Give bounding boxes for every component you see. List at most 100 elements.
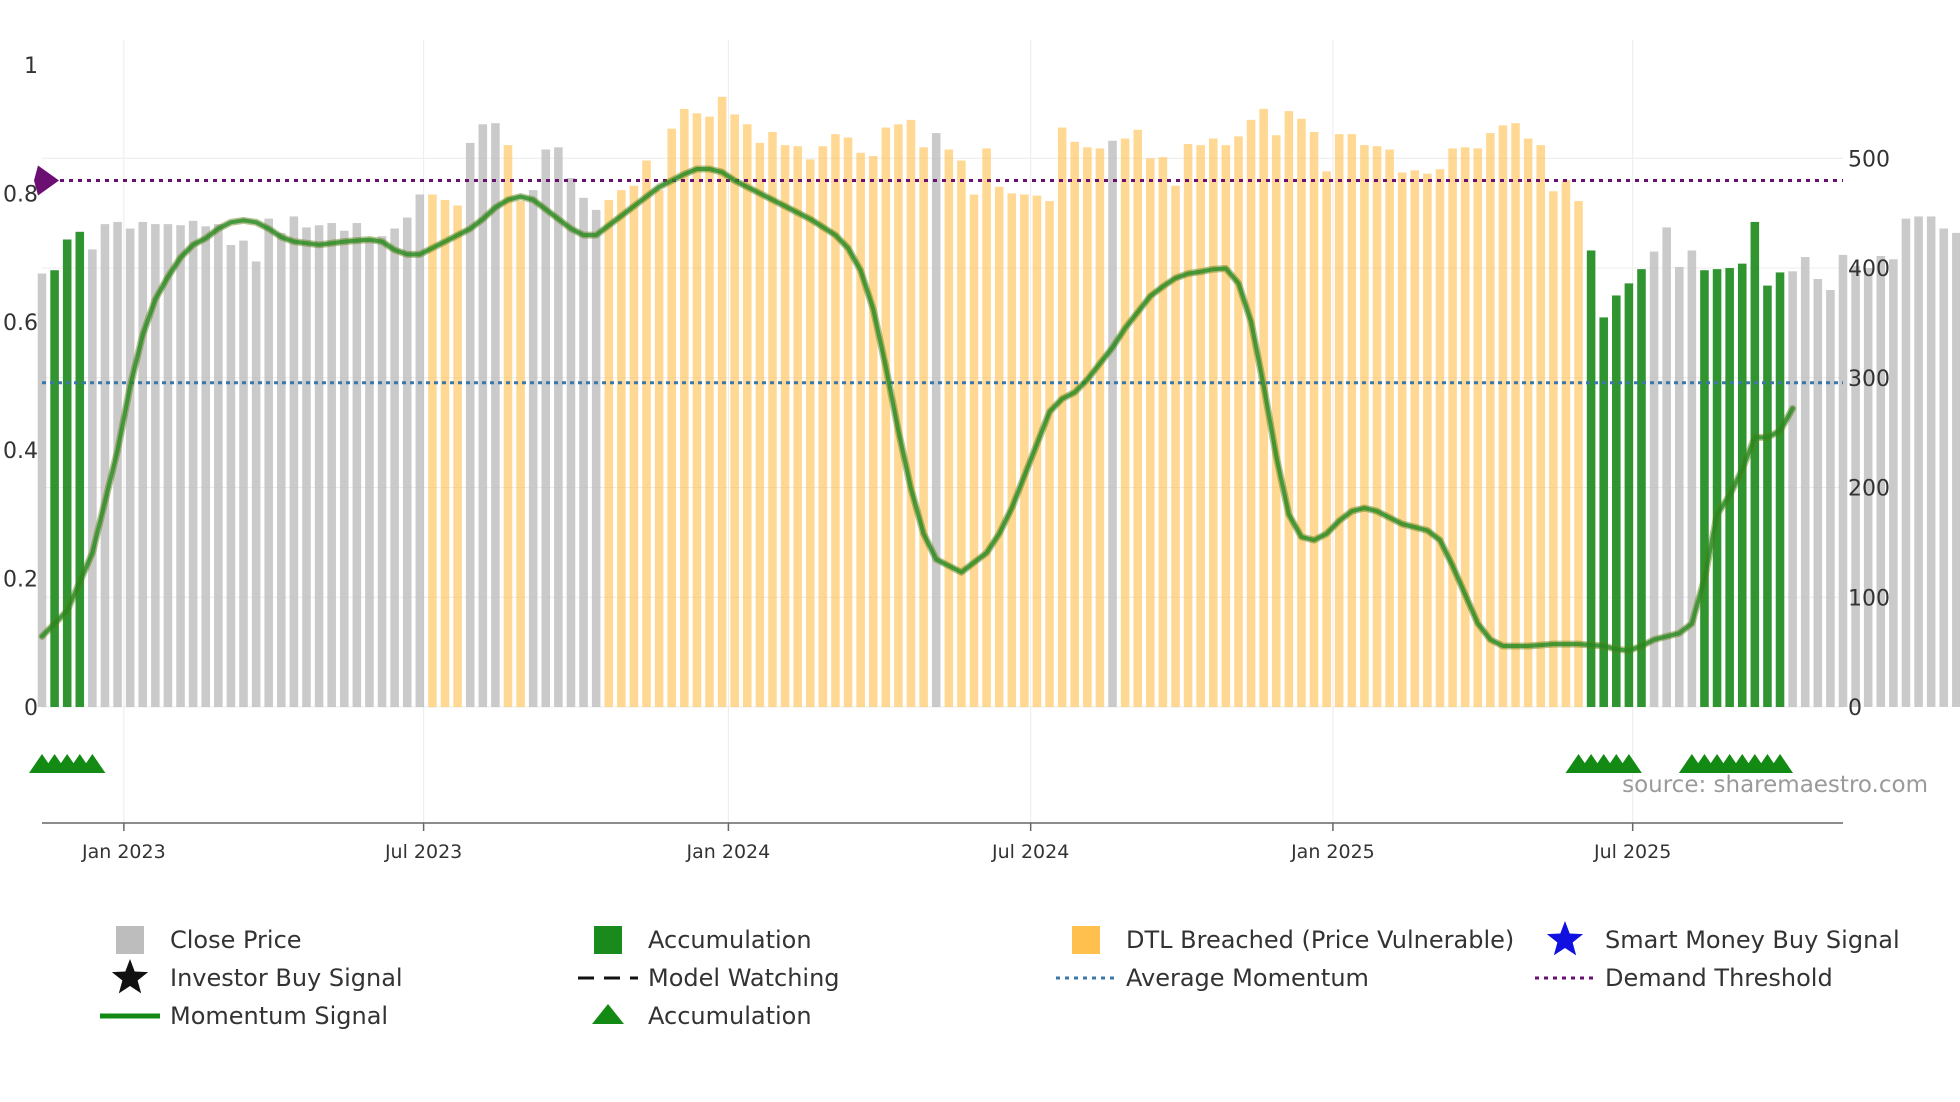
dtl-breached-bar bbox=[793, 146, 802, 707]
accumulation-bar bbox=[1637, 269, 1646, 707]
dtl-breached-bar bbox=[906, 119, 916, 707]
right-tick-label: 200 bbox=[1848, 477, 1890, 502]
dtl-breached-bar bbox=[818, 146, 828, 707]
x-tick-label: Jul 2023 bbox=[384, 841, 462, 863]
dtl-breached-bar bbox=[1410, 170, 1420, 707]
dtl-breached-bar bbox=[1045, 201, 1054, 708]
dtl-breached-bar bbox=[1435, 169, 1445, 707]
dtl-breached-bar bbox=[1372, 146, 1382, 707]
left-tick-label: 0.8 bbox=[3, 182, 38, 207]
close-price-bar bbox=[1674, 266, 1684, 707]
dtl-breached-bar bbox=[1574, 201, 1583, 708]
close-price-bar bbox=[390, 228, 399, 707]
close-price-bar bbox=[1838, 254, 1848, 707]
dtl-breached-bar bbox=[1511, 123, 1520, 707]
investor-star-icon bbox=[111, 959, 149, 994]
close-price-bar bbox=[1649, 251, 1659, 708]
dtl-breached-bar bbox=[805, 159, 815, 707]
close-price-bar bbox=[201, 226, 211, 708]
close-price-bar bbox=[491, 123, 500, 707]
close-price-bar bbox=[1926, 216, 1936, 707]
dtl-breached-bar bbox=[755, 142, 765, 707]
dtl-breached-bar bbox=[667, 128, 677, 708]
close-price-bar bbox=[1108, 140, 1117, 707]
dtl-breached-bar bbox=[1271, 135, 1281, 707]
close-price-bar bbox=[314, 225, 324, 707]
close-price-bar bbox=[302, 227, 311, 707]
close-price-bar bbox=[151, 224, 160, 707]
accumulation-bar bbox=[1725, 268, 1734, 707]
close-price-bar bbox=[277, 232, 286, 707]
right-tick-label: 400 bbox=[1848, 257, 1890, 282]
dtl-breached-bar bbox=[982, 148, 991, 707]
close-price-bar bbox=[113, 221, 122, 707]
dtl-breached-bar bbox=[440, 199, 450, 707]
x-tick-label: Jan 2023 bbox=[81, 841, 166, 863]
legend-label: Average Momentum bbox=[1126, 964, 1369, 992]
close-price-bar bbox=[37, 273, 47, 707]
dtl-breached-bar bbox=[1095, 148, 1105, 707]
close-price-bar bbox=[239, 240, 248, 708]
source-label: source: sharemaestro.com bbox=[1622, 772, 1928, 798]
close-price-bar bbox=[1901, 218, 1911, 707]
close-price-bar bbox=[188, 220, 198, 708]
dtl-breached-bar bbox=[1284, 111, 1294, 708]
accumulation-bar bbox=[75, 231, 85, 708]
dtl-breached-bar bbox=[1146, 158, 1155, 708]
dtl-breached-bar bbox=[1032, 195, 1042, 707]
accumulation-bar bbox=[1763, 285, 1772, 707]
dtl-breached-bar bbox=[831, 134, 840, 708]
x-tick-label: Jul 2025 bbox=[1593, 841, 1671, 863]
dtl-breached-bar bbox=[617, 190, 626, 708]
dtl-breached-bar bbox=[1460, 147, 1470, 708]
dtl-breached-bar bbox=[919, 147, 928, 708]
close-price-bar bbox=[1788, 271, 1797, 707]
right-tick-label: 0 bbox=[1848, 696, 1862, 721]
dtl-breached-bar bbox=[1259, 108, 1268, 707]
close-price-bar bbox=[352, 223, 362, 707]
accumulation-bar bbox=[1624, 283, 1634, 707]
close-price-bar bbox=[365, 239, 374, 707]
close-price-bar bbox=[402, 217, 412, 708]
close-price-bar bbox=[1876, 255, 1886, 707]
price-bars bbox=[37, 96, 1960, 708]
close-price-bar bbox=[138, 221, 148, 707]
accumulation-bar bbox=[62, 239, 72, 707]
dtl-breached-bar bbox=[717, 96, 727, 708]
dtl-breached-bar bbox=[1397, 172, 1407, 708]
dtl-breached-bar bbox=[1196, 145, 1205, 708]
close-price-bar bbox=[579, 197, 588, 708]
accumulation-bar bbox=[1586, 250, 1596, 707]
dtl-breached-bar bbox=[1070, 141, 1080, 708]
legend-label: Accumulation bbox=[648, 926, 812, 954]
accumulation-bar bbox=[1700, 270, 1709, 707]
dtl-breached-bar bbox=[1297, 118, 1306, 708]
accumulation-triangle-legend-icon bbox=[592, 1004, 624, 1024]
dtl-breached-bar bbox=[1549, 191, 1558, 707]
dtl-breached-bar bbox=[1561, 180, 1571, 707]
threshold-lines bbox=[34, 165, 1843, 385]
dtl-breached-bar bbox=[453, 205, 462, 707]
accumulation-bar bbox=[1712, 269, 1722, 707]
left-tick-label: 0 bbox=[24, 696, 38, 721]
left-tick-label: 1 bbox=[24, 54, 38, 79]
dtl-breached-bar bbox=[1334, 134, 1344, 708]
dtl-breached-bar bbox=[692, 113, 702, 708]
dtl-breached-bar bbox=[1057, 127, 1067, 708]
close-price-bar bbox=[478, 124, 488, 707]
close-price-bar bbox=[931, 133, 941, 708]
accumulation-bar bbox=[1599, 317, 1608, 707]
accumulation-legend-icon bbox=[594, 926, 622, 954]
close-price-bar bbox=[541, 149, 551, 707]
close-price-bar bbox=[1826, 289, 1835, 707]
dtl-breached-legend-icon bbox=[1072, 926, 1100, 954]
demand-threshold-marker bbox=[34, 165, 59, 196]
close-price-bar bbox=[264, 218, 273, 707]
left-tick-label: 0.6 bbox=[3, 311, 38, 336]
legend-label: DTL Breached (Price Vulnerable) bbox=[1126, 926, 1514, 954]
legend: Close Price Accumulation DTL Breached (Pri… bbox=[100, 921, 1900, 1030]
dtl-breached-bar bbox=[1183, 144, 1193, 707]
dtl-breached-bar bbox=[1536, 145, 1546, 708]
close-price-bar bbox=[1889, 259, 1898, 707]
dtl-breached-bar bbox=[730, 114, 739, 707]
